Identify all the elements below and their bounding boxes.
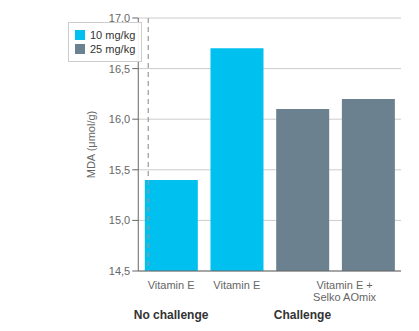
svg-text:16,5: 16,5: [109, 63, 130, 75]
svg-text:16,0: 16,0: [109, 113, 130, 125]
svg-text:15,0: 15,0: [109, 214, 130, 226]
html-text:25 mg/kg: 25 mg/kg: [90, 43, 136, 55]
svg-text:Vitamin E: Vitamin E: [148, 279, 195, 291]
svg-text:Vitamin E: Vitamin E: [213, 279, 260, 291]
svg-text:No challenge: No challenge: [134, 308, 209, 322]
svg-text:15,5: 15,5: [109, 164, 130, 176]
html-text:10 mg/kg: 10 mg/kg: [90, 29, 136, 41]
svg-text:MDA (μmol/g): MDA (μmol/g): [85, 111, 97, 178]
svg-text:Challenge: Challenge: [274, 308, 332, 322]
svg-text:17,0: 17,0: [109, 12, 130, 24]
svg-text:Vitamin E +Selko AOmix: Vitamin E +Selko AOmix: [313, 279, 376, 303]
svg-text:14,5: 14,5: [109, 265, 130, 277]
